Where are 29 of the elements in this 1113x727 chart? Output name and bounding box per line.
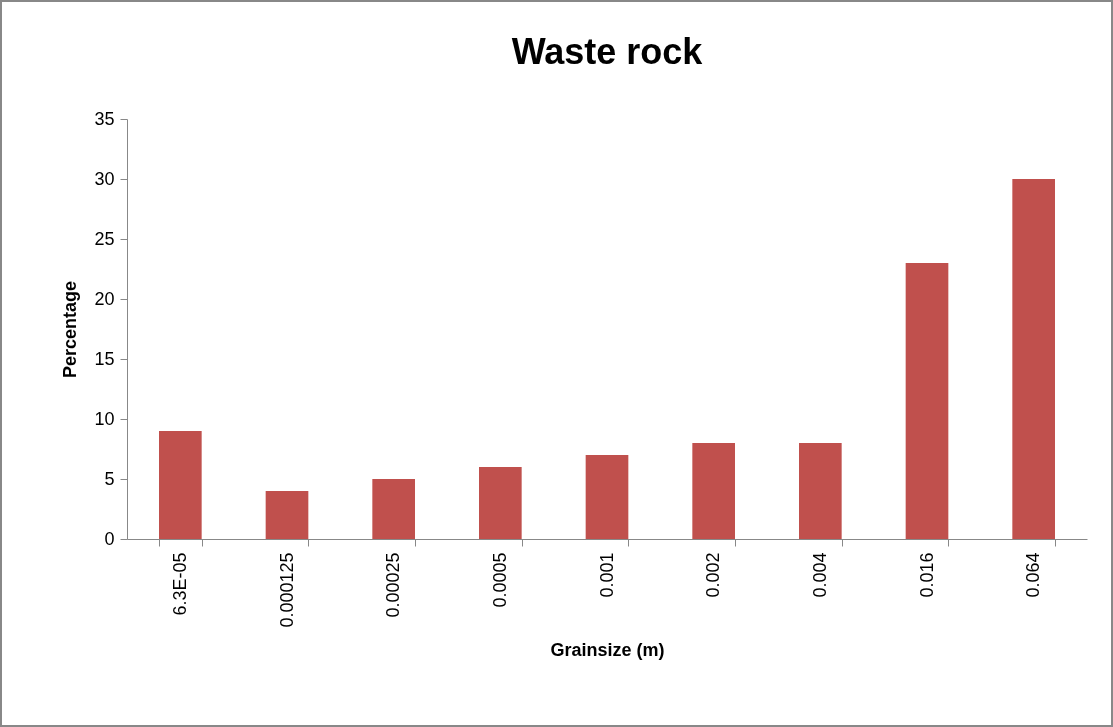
x-tick-label: 0.016 xyxy=(916,552,937,598)
y-tick-label: 15 xyxy=(94,348,115,369)
x-tick-label: 0.064 xyxy=(1023,552,1044,598)
y-tick-label: 5 xyxy=(104,468,115,489)
y-tick-label: 0 xyxy=(104,528,115,549)
x-tick-label: 0.0005 xyxy=(489,552,510,608)
bar xyxy=(799,443,842,539)
x-axis-title: Grainsize (m) xyxy=(550,639,665,660)
x-tick-label: 0.00025 xyxy=(383,552,404,618)
y-tick-label: 35 xyxy=(94,108,115,129)
bar xyxy=(265,491,309,539)
y-axis-title: Percentage xyxy=(60,280,81,379)
bar xyxy=(372,479,415,539)
bar xyxy=(585,455,629,539)
x-tick-label: 0.000125 xyxy=(276,552,297,628)
bar xyxy=(905,263,949,539)
y-tick-label: 30 xyxy=(94,168,115,189)
x-tick-label: 0.002 xyxy=(703,552,724,598)
y-tick-label: 20 xyxy=(94,288,115,309)
x-tick-label: 0.004 xyxy=(809,552,830,598)
x-tick-label: 0.001 xyxy=(596,552,617,598)
y-tick-label: 25 xyxy=(94,228,115,249)
bar xyxy=(479,467,522,539)
y-tick-label: 10 xyxy=(94,408,115,429)
chart-title: Waste rock xyxy=(511,31,704,72)
bar xyxy=(692,443,735,539)
bar xyxy=(1012,179,1055,539)
x-tick-label: 6.3E-05 xyxy=(169,552,190,616)
bar xyxy=(159,431,202,539)
